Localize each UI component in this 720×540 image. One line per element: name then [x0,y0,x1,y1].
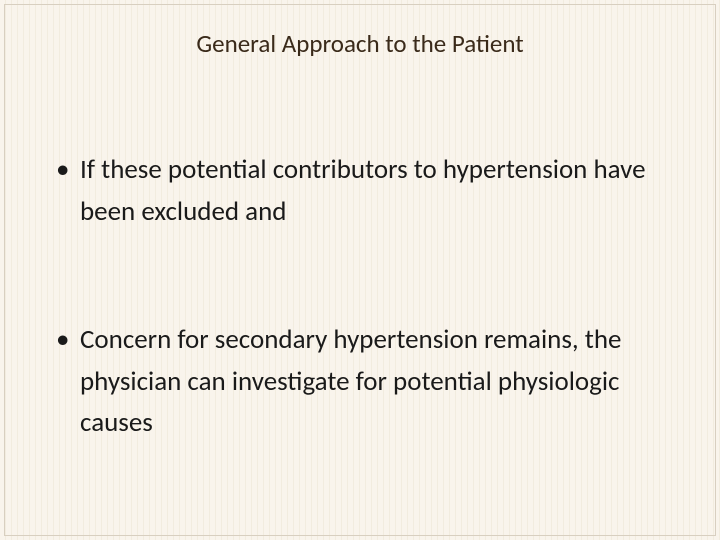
list-item: Concern for secondary hypertension remai… [50,319,682,445]
list-item: If these potential contributors to hyper… [50,149,682,233]
bullet-list: If these potential contributors to hyper… [38,149,682,444]
slide-container: General Approach to the Patient If these… [0,0,720,540]
slide-title: General Approach to the Patient [78,28,642,59]
